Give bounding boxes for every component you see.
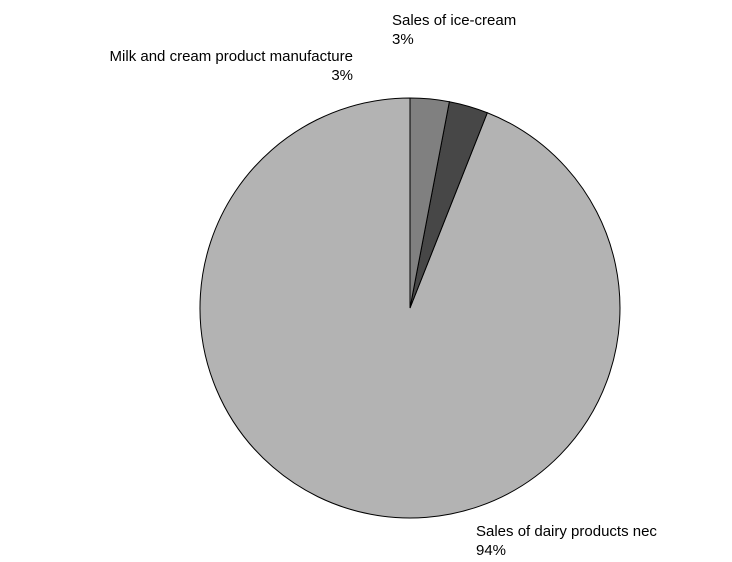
- label-dairy-products: Sales of dairy products nec 94%: [476, 522, 657, 560]
- slice-ice-cream: [409, 97, 450, 309]
- label-milk-cream: Milk and cream product manufacture 3%: [110, 47, 353, 85]
- label-dairy-products-name: Sales of dairy products nec: [476, 523, 657, 540]
- pie-slices: [199, 97, 621, 519]
- label-ice-cream-pct: 3%: [392, 31, 414, 48]
- label-milk-cream-name: Milk and cream product manufacture: [109, 48, 353, 65]
- label-ice-cream: Sales of ice-cream 3%: [392, 11, 516, 49]
- label-milk-cream-pct: 3%: [331, 67, 353, 84]
- label-ice-cream-name: Sales of ice-cream: [392, 12, 517, 29]
- label-dairy-products-pct: 94%: [476, 542, 507, 559]
